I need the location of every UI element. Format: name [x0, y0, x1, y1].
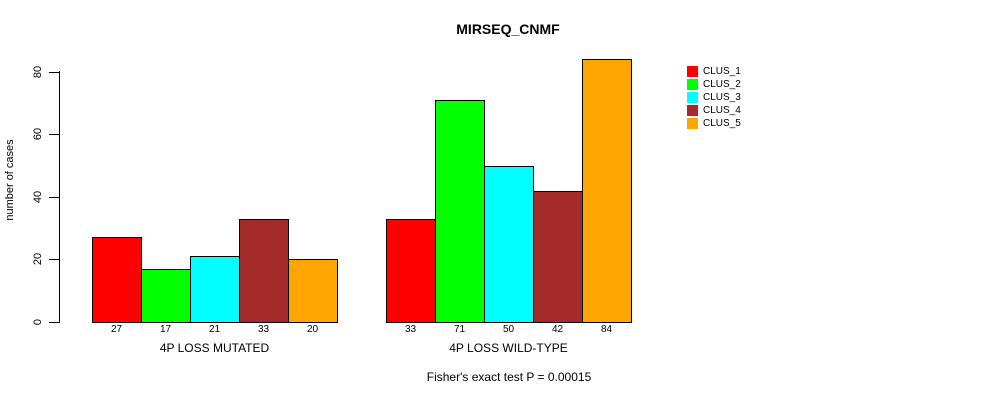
y-tick-label: 0: [32, 318, 44, 326]
bar-value-label: 33: [404, 324, 417, 335]
bar-value-label: 20: [306, 324, 319, 335]
bar-value-label: 17: [159, 324, 172, 335]
legend-label: CLUS_4: [703, 105, 741, 116]
legend-label: CLUS_3: [703, 92, 741, 103]
bar-CLUS_2: [435, 99, 485, 323]
bar-CLUS_4: [533, 190, 583, 323]
y-axis-line: [59, 71, 60, 323]
bar-value-label: 42: [551, 324, 564, 335]
bar-value-label: 84: [600, 324, 613, 335]
y-tick-label: 20: [32, 253, 44, 266]
legend: CLUS_1 CLUS_2 CLUS_3 CLUS_4 CLUS_5: [687, 66, 741, 131]
legend-label: CLUS_2: [703, 79, 741, 90]
group-label-mutated: 4P LOSS MUTATED: [159, 341, 270, 355]
bar-CLUS_1: [386, 218, 436, 323]
legend-swatch-icon: [687, 79, 698, 90]
bar-CLUS_4: [239, 218, 289, 323]
bar-value-label: 50: [502, 324, 515, 335]
bar-CLUS_3: [484, 165, 534, 323]
y-tick-label: 60: [32, 128, 44, 141]
y-tick: [49, 196, 59, 198]
bar-CLUS_3: [190, 256, 240, 323]
legend-label: CLUS_5: [703, 118, 741, 129]
y-tick: [49, 134, 59, 136]
y-tick-label: 80: [32, 65, 44, 78]
bar-value-label: 33: [257, 324, 270, 335]
chart-title: MIRSEQ_CNMF: [456, 21, 560, 37]
y-tick: [49, 71, 59, 73]
legend-item: CLUS_1: [687, 66, 741, 77]
legend-item: CLUS_5: [687, 118, 741, 129]
y-axis-label: number of cases: [4, 139, 16, 221]
legend-item: CLUS_3: [687, 92, 741, 103]
legend-swatch-icon: [687, 105, 698, 116]
group-label-wild-type: 4P LOSS WILD-TYPE: [449, 341, 568, 355]
bar-value-label: 71: [453, 324, 466, 335]
bar-value-label: 21: [208, 324, 221, 335]
legend-swatch-icon: [687, 66, 698, 77]
y-tick-label: 40: [32, 190, 44, 203]
legend-label: CLUS_1: [703, 66, 741, 77]
bar-CLUS_5: [582, 59, 632, 323]
bar-CLUS_1: [92, 237, 142, 323]
bar-value-label: 27: [110, 324, 123, 335]
legend-swatch-icon: [687, 118, 698, 129]
legend-swatch-icon: [687, 92, 698, 103]
y-tick: [49, 259, 59, 261]
fisher-test-caption: Fisher's exact test P = 0.00015: [426, 370, 592, 384]
legend-item: CLUS_2: [687, 79, 741, 90]
bar-CLUS_5: [288, 259, 338, 323]
bar-CLUS_2: [141, 268, 191, 323]
legend-item: CLUS_4: [687, 105, 741, 116]
y-tick: [49, 322, 59, 323]
